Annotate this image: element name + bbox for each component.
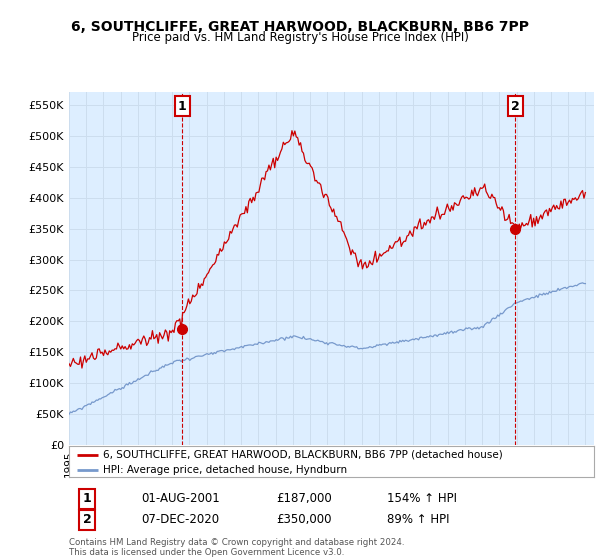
Text: £187,000: £187,000: [276, 492, 332, 506]
Text: 2: 2: [83, 513, 91, 526]
Text: 6, SOUTHCLIFFE, GREAT HARWOOD, BLACKBURN, BB6 7PP: 6, SOUTHCLIFFE, GREAT HARWOOD, BLACKBURN…: [71, 20, 529, 34]
Text: 07-DEC-2020: 07-DEC-2020: [141, 513, 219, 526]
Text: HPI: Average price, detached house, Hyndburn: HPI: Average price, detached house, Hynd…: [103, 465, 347, 475]
Text: Price paid vs. HM Land Registry's House Price Index (HPI): Price paid vs. HM Land Registry's House …: [131, 31, 469, 44]
Text: Contains HM Land Registry data © Crown copyright and database right 2024.
This d: Contains HM Land Registry data © Crown c…: [69, 538, 404, 557]
Text: 154% ↑ HPI: 154% ↑ HPI: [387, 492, 457, 506]
Text: £350,000: £350,000: [276, 513, 331, 526]
Text: 89% ↑ HPI: 89% ↑ HPI: [387, 513, 449, 526]
Text: 1: 1: [83, 492, 91, 506]
Text: 2: 2: [511, 100, 520, 113]
Text: 01-AUG-2001: 01-AUG-2001: [141, 492, 220, 506]
Text: 1: 1: [178, 100, 187, 113]
Text: 6, SOUTHCLIFFE, GREAT HARWOOD, BLACKBURN, BB6 7PP (detached house): 6, SOUTHCLIFFE, GREAT HARWOOD, BLACKBURN…: [103, 450, 503, 460]
